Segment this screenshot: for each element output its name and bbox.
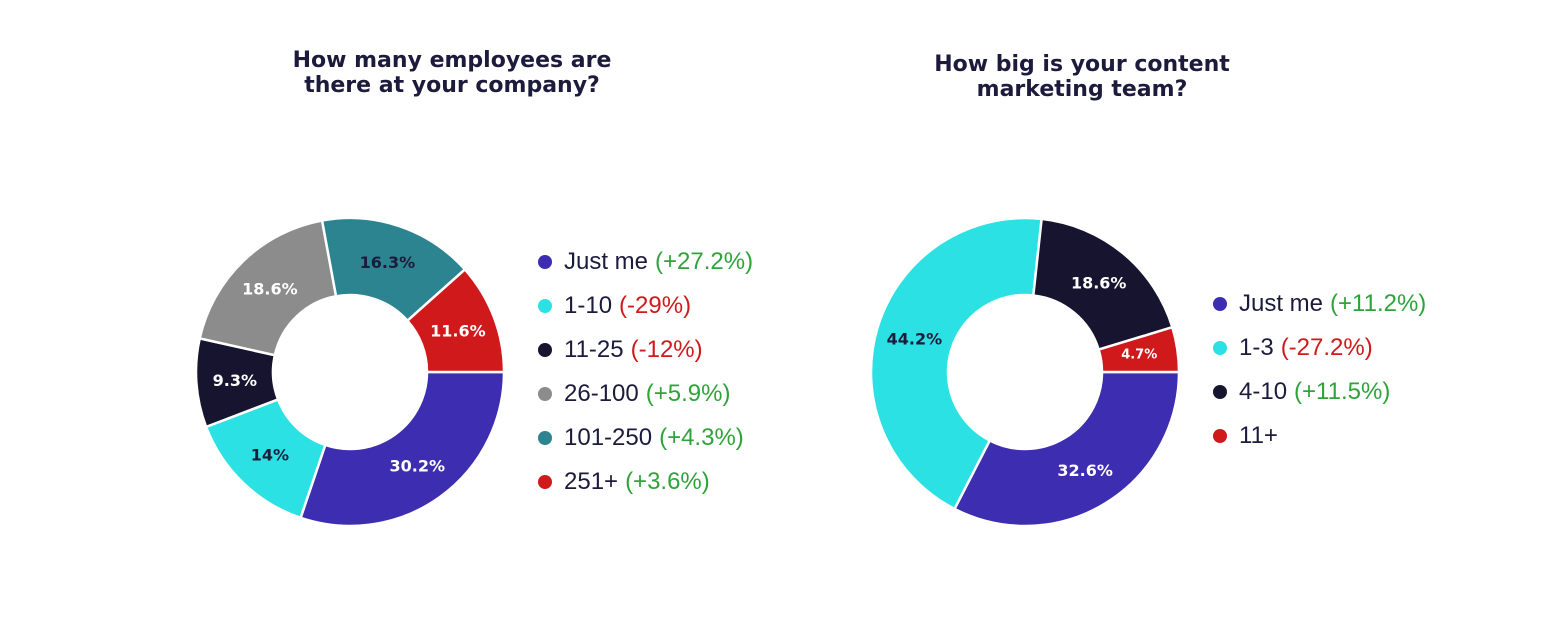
legend-item-just-me: Just me (+11.2%) <box>1213 282 1426 326</box>
slice-251 <box>405 267 506 374</box>
slice-just-me <box>298 370 506 528</box>
chart-title-line: How many employees are <box>292 48 612 73</box>
legend-swatch-icon <box>538 343 552 357</box>
slice-value-label: 18.6% <box>242 279 298 298</box>
slice-value-label: 16.3% <box>360 253 416 272</box>
legend-change: (+3.6%) <box>625 468 710 495</box>
legend-swatch-icon <box>538 299 552 313</box>
legend-swatch-icon <box>1213 429 1227 443</box>
legend-item-just-me: Just me (+27.2%) <box>538 240 753 284</box>
legend-item-101-250: 101-250 (+4.3%) <box>538 416 753 460</box>
legend-change: (+27.2%) <box>655 248 754 275</box>
legend-swatch-icon <box>538 475 552 489</box>
legend-label: Just me <box>1239 290 1324 317</box>
legend-employees: Just me (+27.2%) 1-10 (-29%) 11-25 (-12%) 26-1… <box>538 240 753 504</box>
legend-item-11-25: 11-25 (-12%) <box>538 328 753 372</box>
legend-swatch-icon <box>1213 297 1227 311</box>
legend-change: (+5.9%) <box>645 380 731 407</box>
slice-value-label: 30.2% <box>390 456 446 475</box>
legend-label: 26-100 <box>564 380 639 407</box>
legend-change: (+11.5%) <box>1294 378 1391 405</box>
legend-label: 11+ <box>1239 422 1278 449</box>
legend-swatch-icon <box>538 255 552 269</box>
legend-label: Just me <box>564 248 649 275</box>
slice-value-label: 14% <box>251 446 289 465</box>
legend-swatch-icon <box>1213 385 1227 399</box>
slice-value-label: 11.6% <box>430 321 486 340</box>
legend-change: (-12%) <box>630 336 703 363</box>
legend-item-26-100: 26-100 (+5.9%) <box>538 372 753 416</box>
legend-change: (-29%) <box>619 292 692 319</box>
slice-26-100 <box>198 219 338 357</box>
legend-swatch-icon <box>538 431 552 445</box>
slice-value-label: 18.6% <box>1071 274 1127 293</box>
chart-title-line: marketing team? <box>976 77 1188 102</box>
legend-team-size: Just me (+11.2%) 1-3 (-27.2%) 4-10 (+11.5%) 11… <box>1213 282 1426 458</box>
slice-11 <box>1097 325 1181 374</box>
legend-change: (-27.2%) <box>1280 334 1373 361</box>
legend-item-11: 11+ <box>1213 414 1426 458</box>
legend-change: (+11.2%) <box>1330 290 1427 317</box>
chart-title-line: there at your company? <box>304 73 600 98</box>
legend-label: 1-3 <box>1239 334 1274 361</box>
legend-label: 1-10 <box>564 292 613 319</box>
slice-101-250 <box>320 216 467 323</box>
legend-item-1-3: 1-3 (-27.2%) <box>1213 326 1426 370</box>
legend-item-4-10: 4-10 (+11.5%) <box>1213 370 1426 414</box>
slice-just-me <box>952 370 1181 528</box>
slice-4-10 <box>1031 217 1174 352</box>
chart-title: How big is your content marketing team? <box>882 52 1282 102</box>
slice-value-label: 4.7% <box>1121 348 1157 363</box>
slice-value-label: 32.6% <box>1057 461 1113 480</box>
legend-label: 11-25 <box>564 336 624 363</box>
slice-value-label: 9.3% <box>213 371 257 390</box>
legend-item-251: 251+ (+3.6%) <box>538 460 753 504</box>
slice-1-3 <box>869 216 1044 511</box>
donut-chart-team-size: 32.6% 44.2% 18.6% 4.7% <box>869 216 1181 528</box>
legend-change: (+4.3%) <box>659 424 744 451</box>
legend-item-1-10: 1-10 (-29%) <box>538 284 753 328</box>
legend-label: 251+ <box>564 468 619 495</box>
chart-title: How many employees are there at your com… <box>252 48 652 98</box>
legend-swatch-icon <box>538 387 552 401</box>
legend-label: 101-250 <box>564 424 653 451</box>
legend-swatch-icon <box>1213 341 1227 355</box>
donut-chart-employees: 30.2% 14% 9.3% 18.6% 16.3% 11.6% <box>194 216 506 528</box>
legend-label: 4-10 <box>1239 378 1288 405</box>
chart-title-line: How big is your content <box>934 52 1230 77</box>
slice-value-label: 44.2% <box>887 329 943 348</box>
